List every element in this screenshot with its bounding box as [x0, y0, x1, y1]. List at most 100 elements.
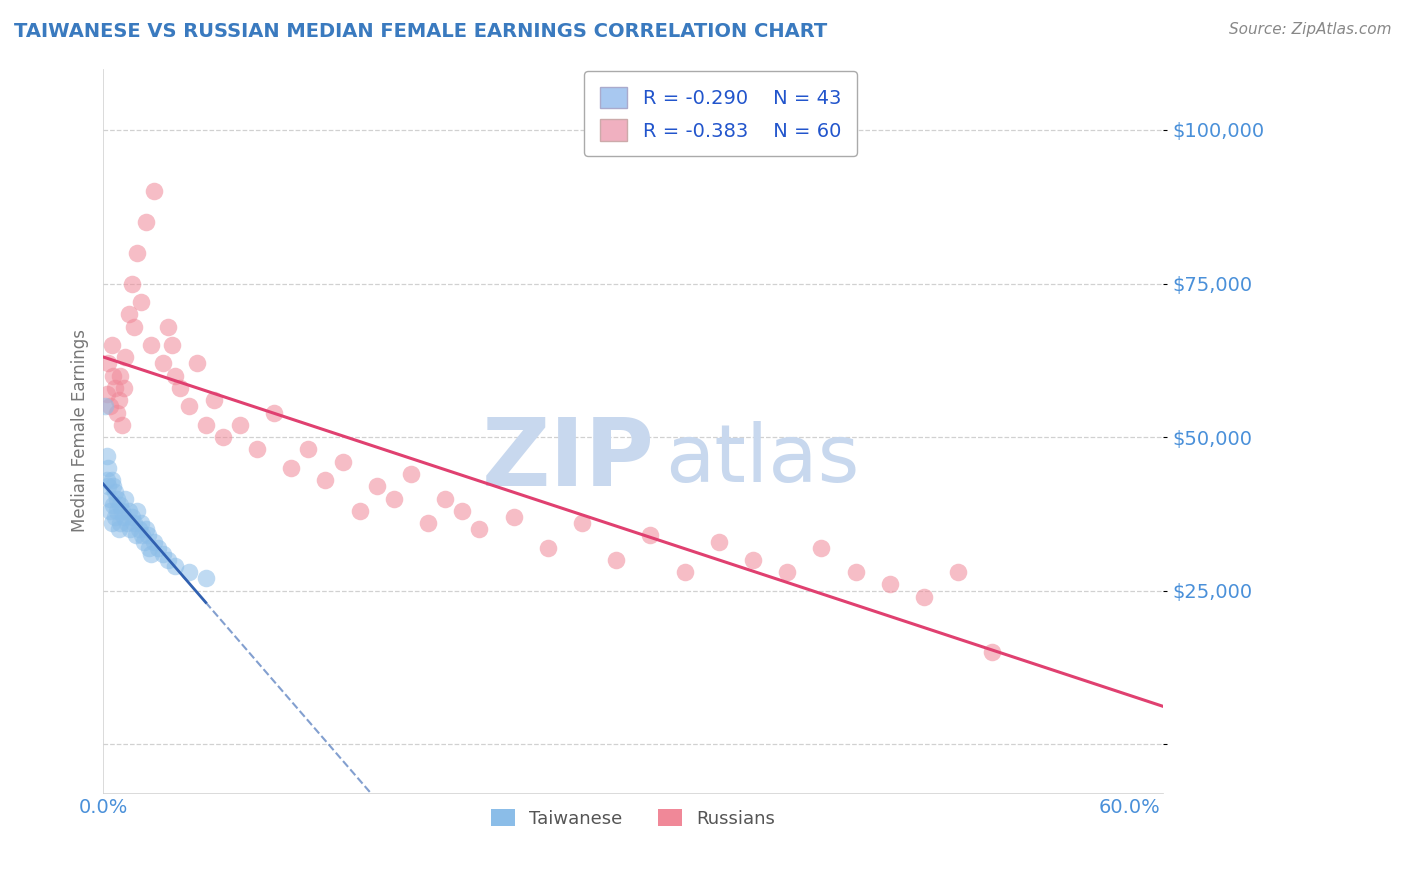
Point [110, 368, 132, 383]
Point [97, 479, 120, 493]
Point [138, 541, 160, 555]
Text: ZIP: ZIP [481, 414, 654, 506]
Point [912, 590, 935, 604]
Text: TAIWANESE VS RUSSIAN MEDIAN FEMALE EARNINGS CORRELATION CHART: TAIWANESE VS RUSSIAN MEDIAN FEMALE EARNI… [14, 22, 827, 41]
Point [332, 455, 354, 469]
Point [121, 510, 143, 524]
Point [122, 319, 145, 334]
Point [640, 528, 662, 542]
Point [97, 356, 120, 370]
Point [707, 534, 730, 549]
Point [146, 541, 169, 555]
Point [112, 510, 135, 524]
Point [177, 400, 200, 414]
Point [139, 338, 162, 352]
Point [122, 516, 145, 530]
Point [96, 387, 118, 401]
Text: Source: ZipAtlas.com: Source: ZipAtlas.com [1229, 22, 1392, 37]
Point [879, 577, 901, 591]
Point [502, 510, 524, 524]
Point [135, 522, 157, 536]
Point [468, 522, 491, 536]
Point [981, 645, 1004, 659]
Point [194, 417, 217, 432]
Point [776, 565, 799, 579]
Point [416, 516, 439, 530]
Point [246, 442, 269, 457]
Point [399, 467, 422, 481]
Point [163, 368, 186, 383]
Point [366, 479, 388, 493]
Point [112, 381, 135, 395]
Point [186, 356, 208, 370]
Point [844, 565, 866, 579]
Point [134, 534, 156, 549]
Point [124, 528, 146, 542]
Point [129, 516, 152, 530]
Point [104, 485, 127, 500]
Point [135, 215, 157, 229]
Point [94, 400, 117, 414]
Point [673, 565, 696, 579]
Point [111, 417, 134, 432]
Point [118, 307, 141, 321]
Point [114, 350, 136, 364]
Point [157, 319, 180, 334]
Point [297, 442, 319, 457]
Point [100, 516, 122, 530]
Point [194, 571, 217, 585]
Point [100, 338, 122, 352]
Point [263, 405, 285, 419]
Point [163, 559, 186, 574]
Point [537, 541, 560, 555]
Text: atlas: atlas [665, 421, 859, 499]
Point [127, 504, 149, 518]
Point [136, 528, 159, 542]
Point [202, 393, 225, 408]
Point [120, 522, 142, 536]
Point [110, 516, 132, 530]
Point [111, 504, 134, 518]
Point [104, 510, 127, 524]
Point [96, 473, 118, 487]
Y-axis label: Median Female Earnings: Median Female Earnings [72, 329, 89, 533]
Point [177, 565, 200, 579]
Point [115, 516, 138, 530]
Point [382, 491, 405, 506]
Point [96, 449, 118, 463]
Point [128, 522, 150, 536]
Point [103, 368, 125, 383]
Point [98, 400, 121, 414]
Point [314, 473, 336, 487]
Legend: Taiwanese, Russians: Taiwanese, Russians [484, 802, 783, 835]
Point [129, 294, 152, 309]
Point [107, 393, 129, 408]
Point [434, 491, 457, 506]
Point [105, 491, 128, 506]
Point [152, 547, 174, 561]
Point [131, 528, 153, 542]
Point [571, 516, 593, 530]
Point [280, 460, 302, 475]
Point [107, 522, 129, 536]
Point [127, 245, 149, 260]
Point [157, 553, 180, 567]
Point [143, 534, 166, 549]
Point [98, 504, 121, 518]
Point [946, 565, 969, 579]
Point [742, 553, 765, 567]
Point [103, 479, 125, 493]
Point [349, 504, 371, 518]
Point [605, 553, 627, 567]
Point [169, 381, 191, 395]
Point [121, 277, 143, 291]
Point [211, 430, 233, 444]
Point [100, 473, 122, 487]
Point [451, 504, 474, 518]
Point [105, 405, 128, 419]
Point [229, 417, 252, 432]
Point [152, 356, 174, 370]
Point [810, 541, 832, 555]
Point [160, 338, 183, 352]
Point [98, 491, 121, 506]
